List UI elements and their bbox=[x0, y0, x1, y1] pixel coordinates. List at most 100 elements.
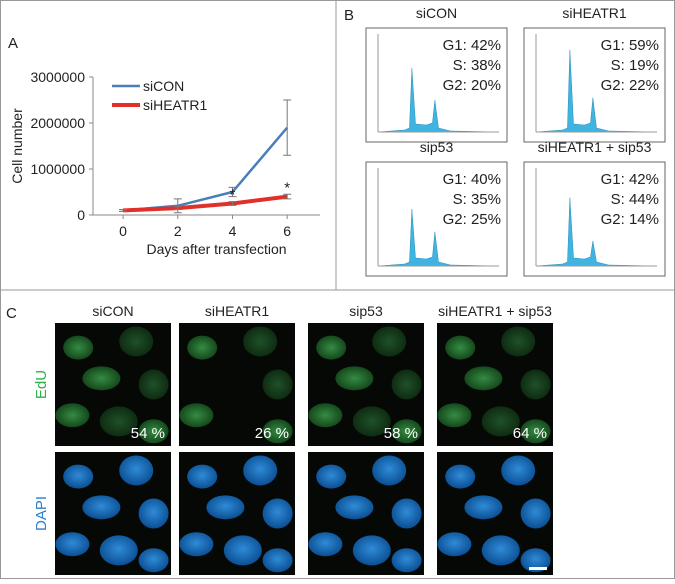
nucleus bbox=[82, 366, 121, 391]
nucleus bbox=[316, 464, 347, 489]
x-tick-label: 4 bbox=[229, 223, 237, 239]
y-tick-label: 3000000 bbox=[30, 69, 85, 85]
legend-label: siHEATR1 bbox=[143, 97, 208, 113]
error-bar bbox=[283, 99, 292, 156]
nucleus bbox=[520, 369, 551, 400]
condition-label: sip53 bbox=[349, 303, 383, 319]
error-bar bbox=[119, 208, 128, 212]
histogram-shape bbox=[535, 49, 658, 133]
nucleus bbox=[352, 535, 391, 566]
phase-percentage: S: 35% bbox=[453, 191, 501, 208]
imaging-panels: siCON siHEATR1 sip53 siHEATR1 + sip53 EdU DAP… bbox=[33, 303, 553, 575]
nucleus bbox=[187, 464, 218, 489]
nucleus bbox=[179, 532, 214, 557]
phase-percentage: G2: 20% bbox=[443, 77, 501, 94]
x-tick-label: 2 bbox=[174, 223, 182, 239]
phase-percentage: G2: 14% bbox=[601, 211, 659, 228]
line-chart: 0 1000000 2000000 3000000 0 2 4 6 Days after tra… bbox=[9, 69, 320, 257]
nucleus bbox=[119, 455, 154, 486]
nucleus bbox=[55, 532, 90, 557]
condition-label: siCON bbox=[92, 303, 133, 319]
phase-percentage: G1: 42% bbox=[443, 37, 501, 54]
phase-percentage: G2: 22% bbox=[601, 77, 659, 94]
error-bar bbox=[228, 201, 237, 206]
channel-label: DAPI bbox=[33, 496, 50, 531]
nucleus bbox=[262, 548, 293, 573]
nucleus bbox=[138, 369, 169, 400]
nucleus bbox=[262, 419, 293, 444]
panel-label: C bbox=[6, 305, 17, 322]
nucleus bbox=[391, 498, 422, 529]
annotation: * bbox=[230, 187, 236, 204]
nucleus bbox=[481, 406, 520, 437]
edu-percentage: 64 % bbox=[513, 425, 547, 442]
nucleus bbox=[520, 548, 551, 573]
y-axis-label: Cell number bbox=[9, 108, 25, 184]
condition-label: siHEATR1 + sip53 bbox=[438, 303, 552, 319]
nucleus bbox=[335, 366, 374, 391]
phase-percentage: S: 19% bbox=[611, 57, 659, 74]
condition-label: siHEATR1 bbox=[205, 303, 270, 319]
edu-percentage: 58 % bbox=[384, 425, 418, 442]
phase-percentage: G1: 42% bbox=[601, 171, 659, 188]
nucleus bbox=[308, 532, 343, 557]
x-tick-label: 0 bbox=[119, 223, 127, 239]
cell-cycle-panels: siCON G1: 42% S: 38% G2: 20% siHEATR1 G1: 59%… bbox=[365, 5, 666, 277]
nucleus bbox=[481, 535, 520, 566]
nucleus bbox=[445, 464, 476, 489]
phase-percentage: G1: 59% bbox=[601, 37, 659, 54]
panel-label: A bbox=[8, 35, 18, 52]
legend-label: siCON bbox=[143, 78, 184, 94]
nucleus bbox=[119, 326, 154, 357]
error-bar bbox=[173, 198, 182, 214]
error-bar bbox=[283, 193, 292, 200]
nucleus bbox=[138, 548, 169, 573]
histogram-title: siHEATR1 bbox=[562, 5, 627, 21]
nucleus bbox=[138, 498, 169, 529]
nucleus bbox=[520, 419, 551, 444]
nucleus bbox=[372, 455, 407, 486]
nucleus bbox=[464, 366, 503, 391]
nucleus bbox=[223, 535, 262, 566]
nucleus bbox=[187, 335, 218, 360]
edu-percentage: 54 % bbox=[131, 425, 165, 442]
series-line bbox=[122, 194, 288, 213]
nucleus bbox=[55, 403, 90, 428]
histogram-title: siHEATR1 + sip53 bbox=[538, 139, 652, 155]
nucleus bbox=[501, 326, 536, 357]
nucleus bbox=[262, 369, 293, 400]
histogram-title: siCON bbox=[416, 5, 457, 21]
nucleus bbox=[391, 419, 422, 444]
nucleus bbox=[501, 455, 536, 486]
histogram-shape bbox=[377, 68, 500, 133]
nucleus bbox=[308, 403, 343, 428]
channel-label: EdU bbox=[33, 370, 50, 399]
nucleus bbox=[520, 498, 551, 529]
histogram-shape bbox=[535, 197, 658, 267]
error-bar bbox=[173, 206, 182, 210]
nucleus bbox=[82, 495, 121, 520]
nucleus bbox=[99, 535, 138, 566]
nucleus bbox=[179, 403, 214, 428]
y-tick-label: 0 bbox=[77, 207, 85, 223]
histogram-title: sip53 bbox=[420, 139, 454, 155]
y-tick-label: 1000000 bbox=[30, 161, 85, 177]
nucleus bbox=[262, 498, 293, 529]
phase-percentage: G2: 25% bbox=[443, 211, 501, 228]
nucleus bbox=[316, 335, 347, 360]
nucleus bbox=[391, 369, 422, 400]
panel-label: B bbox=[344, 7, 354, 24]
phase-percentage: S: 38% bbox=[453, 57, 501, 74]
x-tick-label: 6 bbox=[283, 223, 291, 239]
nucleus bbox=[63, 464, 94, 489]
error-bar bbox=[228, 186, 237, 198]
annotation: * bbox=[284, 179, 290, 196]
x-axis-label: Days after transfection bbox=[146, 241, 286, 257]
nucleus bbox=[437, 403, 472, 428]
nucleus bbox=[437, 532, 472, 557]
nucleus bbox=[391, 548, 422, 573]
nucleus bbox=[63, 335, 94, 360]
nucleus bbox=[243, 326, 278, 357]
histogram-shape bbox=[377, 208, 500, 267]
